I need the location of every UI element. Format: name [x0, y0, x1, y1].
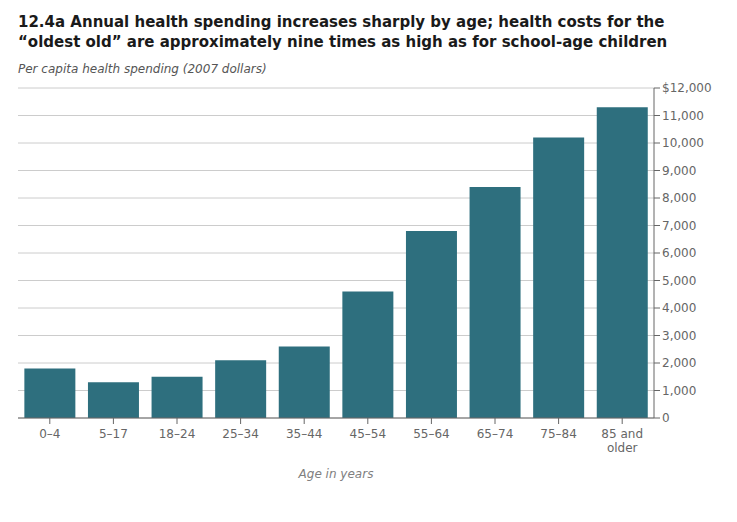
svg-text:8,000: 8,000 [662, 191, 696, 205]
svg-text:7,000: 7,000 [662, 219, 696, 233]
svg-text:6,000: 6,000 [662, 246, 696, 260]
svg-text:1,000: 1,000 [662, 384, 696, 398]
svg-text:55–64: 55–64 [413, 427, 450, 441]
svg-text:35–44: 35–44 [286, 427, 323, 441]
svg-text:65–74: 65–74 [477, 427, 514, 441]
svg-text:9,000: 9,000 [662, 164, 696, 178]
svg-text:25–34: 25–34 [222, 427, 259, 441]
svg-text:5,000: 5,000 [662, 274, 696, 288]
svg-text:0: 0 [662, 411, 670, 425]
svg-text:75–84: 75–84 [540, 427, 577, 441]
html-text:12.4a Annual health spending i: 12.4a Annual health spending increases s… [18, 13, 668, 51]
svg-text:5–17: 5–17 [99, 427, 128, 441]
svg-text:2,000: 2,000 [662, 356, 696, 370]
svg-text:0–4: 0–4 [39, 427, 60, 441]
svg-text:11,000: 11,000 [662, 109, 704, 123]
svg-text:85 andolder: 85 andolder [601, 427, 643, 455]
html-text:Per capita health spending (20: Per capita health spending (2007 dollars… [18, 62, 267, 76]
svg-text:45–54: 45–54 [350, 427, 387, 441]
svg-text:10,000: 10,000 [662, 136, 704, 150]
svg-text:Age in years: Age in years [298, 467, 374, 481]
svg-text:4,000: 4,000 [662, 301, 696, 315]
svg-text:3,000: 3,000 [662, 329, 696, 343]
svg-text:18–24: 18–24 [159, 427, 196, 441]
svg-text:$12,000: $12,000 [662, 81, 712, 95]
